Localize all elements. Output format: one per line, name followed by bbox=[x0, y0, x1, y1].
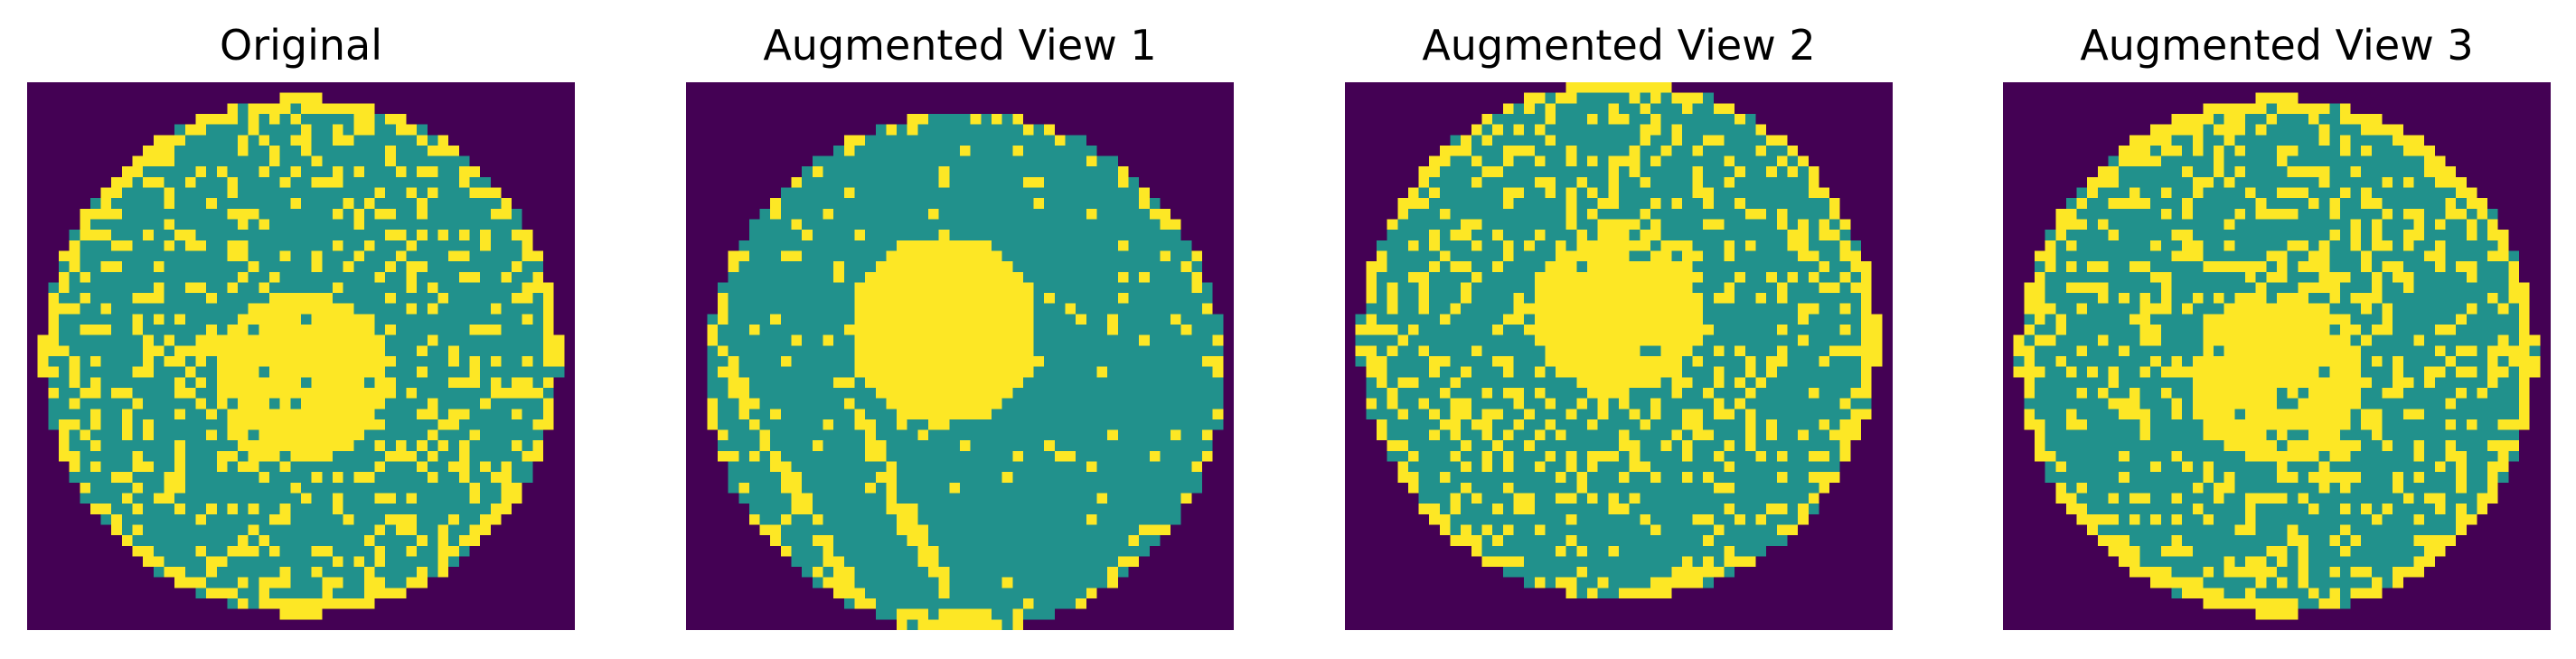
panel-original: Original bbox=[27, 0, 575, 659]
panel-title: Original bbox=[219, 21, 382, 70]
wafer-map-augmented-view-1 bbox=[686, 82, 1234, 630]
panel-title: Augmented View 3 bbox=[2080, 21, 2474, 70]
panel-title: Augmented View 1 bbox=[763, 21, 1157, 70]
wafer-map-augmented-view-3 bbox=[2003, 82, 2551, 630]
wafer-map-augmented-view-2 bbox=[1345, 82, 1893, 630]
panel-augmented-view-2: Augmented View 2 bbox=[1345, 0, 1893, 659]
panel-augmented-view-1: Augmented View 1 bbox=[686, 0, 1234, 659]
panel-title: Augmented View 2 bbox=[1422, 21, 1816, 70]
wafer-map-original bbox=[27, 82, 575, 630]
panel-augmented-view-3: Augmented View 3 bbox=[2003, 0, 2551, 659]
